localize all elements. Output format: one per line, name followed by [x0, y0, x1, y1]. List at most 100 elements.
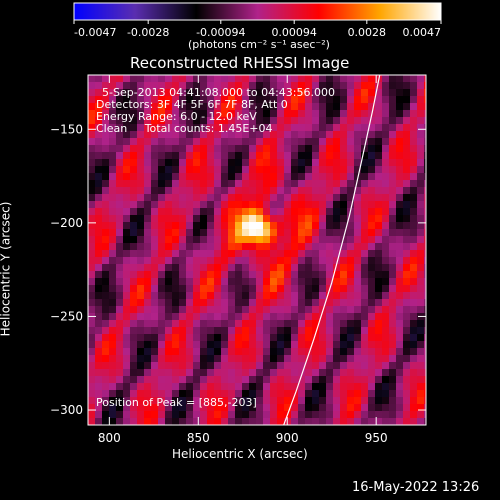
- heatmap-cell: [158, 418, 166, 425]
- heatmap-cell: [417, 201, 425, 209]
- heatmap-cell: [305, 292, 313, 300]
- heatmap-cell: [277, 236, 285, 244]
- heatmap-cell: [319, 194, 327, 202]
- heatmap-cell: [291, 131, 299, 139]
- heatmap-cell: [403, 264, 411, 272]
- heatmap-cell: [102, 131, 110, 139]
- heatmap-cell: [305, 152, 313, 160]
- heatmap-cell: [130, 376, 138, 384]
- heatmap-cell: [151, 404, 159, 412]
- heatmap-cell: [95, 159, 103, 167]
- heatmap-cell: [270, 383, 278, 391]
- heatmap-cell: [403, 110, 411, 118]
- heatmap-cell: [249, 194, 257, 202]
- heatmap-cell: [270, 362, 278, 370]
- heatmap-cell: [151, 243, 159, 251]
- heatmap-cell: [263, 103, 271, 111]
- heatmap-cell: [235, 173, 243, 181]
- heatmap-cell: [256, 320, 264, 328]
- heatmap-cell: [235, 292, 243, 300]
- heatmap-cell: [165, 103, 173, 111]
- heatmap-cell: [235, 201, 243, 209]
- heatmap-cell: [326, 299, 334, 307]
- heatmap-cell: [256, 355, 264, 363]
- heatmap-cell: [235, 103, 243, 111]
- heatmap-cell: [179, 271, 187, 279]
- heatmap-cell: [396, 236, 404, 244]
- heatmap-cell: [228, 236, 236, 244]
- heatmap-cell: [179, 215, 187, 223]
- heatmap-cell: [396, 117, 404, 125]
- heatmap-cell: [319, 355, 327, 363]
- heatmap-cell: [347, 376, 355, 384]
- heatmap-cell: [102, 334, 110, 342]
- heatmap-cell: [109, 180, 117, 188]
- heatmap-cell: [277, 243, 285, 251]
- heatmap-cell: [200, 96, 208, 104]
- heatmap-cell: [221, 82, 229, 90]
- heatmap-cell: [102, 341, 110, 349]
- heatmap-cell: [88, 334, 96, 342]
- heatmap-cell: [375, 236, 383, 244]
- heatmap-cell: [333, 313, 341, 321]
- heatmap-cell: [165, 390, 173, 398]
- heatmap-cell: [270, 222, 278, 230]
- heatmap-cell: [242, 271, 250, 279]
- heatmap-cell: [256, 348, 264, 356]
- heatmap-cell: [151, 187, 159, 195]
- heatmap-cell: [263, 124, 271, 132]
- heatmap-cell: [95, 243, 103, 251]
- heatmap-cell: [270, 124, 278, 132]
- heatmap-cell: [347, 355, 355, 363]
- heatmap-cell: [333, 131, 341, 139]
- heatmap-cell: [326, 82, 334, 90]
- heatmap-cell: [116, 250, 124, 258]
- heatmap-cell: [186, 82, 194, 90]
- heatmap-cell: [158, 355, 166, 363]
- heatmap-cell: [109, 418, 117, 425]
- heatmap-cell: [130, 124, 138, 132]
- heatmap-cell: [389, 264, 397, 272]
- heatmap-cell: [256, 173, 264, 181]
- heatmap-cell: [305, 320, 313, 328]
- heatmap-cell: [424, 236, 426, 244]
- heatmap-cell: [242, 152, 250, 160]
- heatmap-cell: [172, 285, 180, 293]
- heatmap-cell: [347, 362, 355, 370]
- heatmap-cell: [305, 355, 313, 363]
- heatmap-cell: [284, 362, 292, 370]
- heatmap-cell: [417, 208, 425, 216]
- heatmap-cell: [95, 89, 103, 97]
- heatmap-cell: [319, 201, 327, 209]
- heatmap-cell: [263, 173, 271, 181]
- heatmap-cell: [361, 362, 369, 370]
- heatmap-cell: [284, 306, 292, 314]
- heatmap-cell: [347, 320, 355, 328]
- heatmap-cell: [256, 180, 264, 188]
- heatmap-cell: [165, 117, 173, 125]
- heatmap-cell: [403, 292, 411, 300]
- heatmap-cell: [270, 320, 278, 328]
- heatmap-cell: [249, 341, 257, 349]
- heatmap-cell: [95, 194, 103, 202]
- heatmap-cell: [354, 306, 362, 314]
- heatmap-cell: [144, 194, 152, 202]
- heatmap-cell: [389, 411, 397, 419]
- heatmap-cell: [242, 257, 250, 265]
- heatmap-cell: [172, 271, 180, 279]
- heatmap-cell: [389, 173, 397, 181]
- heatmap-cell: [389, 376, 397, 384]
- colorbar-tick-label: -0.0047: [74, 26, 116, 39]
- heatmap-cell: [256, 194, 264, 202]
- heatmap-cell: [347, 404, 355, 412]
- heatmap-cell: [389, 166, 397, 174]
- heatmap-cell: [214, 124, 222, 132]
- heatmap-cell: [165, 355, 173, 363]
- heatmap-cell: [319, 222, 327, 230]
- heatmap-cell: [193, 362, 201, 370]
- heatmap-cell: [256, 292, 264, 300]
- heatmap-cell: [214, 369, 222, 377]
- heatmap-cell: [326, 257, 334, 265]
- heatmap-cell: [221, 110, 229, 118]
- x-axis-label: Heliocentric X (arcsec): [172, 447, 308, 461]
